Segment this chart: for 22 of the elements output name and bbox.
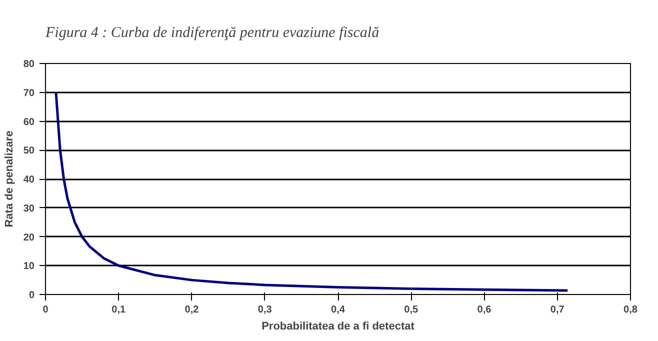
- x-tick-label: 0,3: [258, 304, 272, 316]
- x-tick-label: 0: [42, 304, 49, 316]
- y-tick-label: 40: [23, 174, 35, 186]
- y-tick-label: 10: [23, 261, 35, 272]
- x-tick-label: 0,1: [112, 304, 126, 316]
- y-tick-label: 70: [23, 88, 35, 99]
- line-series: [54, 91, 569, 292]
- x-tick-label: 0,2: [184, 304, 200, 316]
- y-tick-label: 20: [23, 232, 35, 244]
- x-axis-title: Probabilitatea de a fi detectat: [262, 320, 415, 332]
- y-tick-label: 80: [23, 59, 35, 70]
- x-tick-label: 0,5: [404, 304, 419, 316]
- y-tick-label: 30: [23, 203, 35, 214]
- x-tick-label: 0,6: [477, 304, 492, 316]
- y-axis-title: Rata de penalizare: [3, 130, 16, 228]
- chart-title: Figura 4 : Curba de indiferenţă pentru evaziune fiscală: [44, 25, 380, 41]
- x-tick-label: 0,7: [550, 304, 565, 316]
- x-tick-label: 0,8: [624, 304, 638, 316]
- y-tick-label: 50: [23, 146, 35, 157]
- x-tick-label: 0,4: [331, 304, 346, 316]
- y-tick-label: 60: [23, 116, 35, 128]
- y-tick-label: 0: [28, 290, 35, 301]
